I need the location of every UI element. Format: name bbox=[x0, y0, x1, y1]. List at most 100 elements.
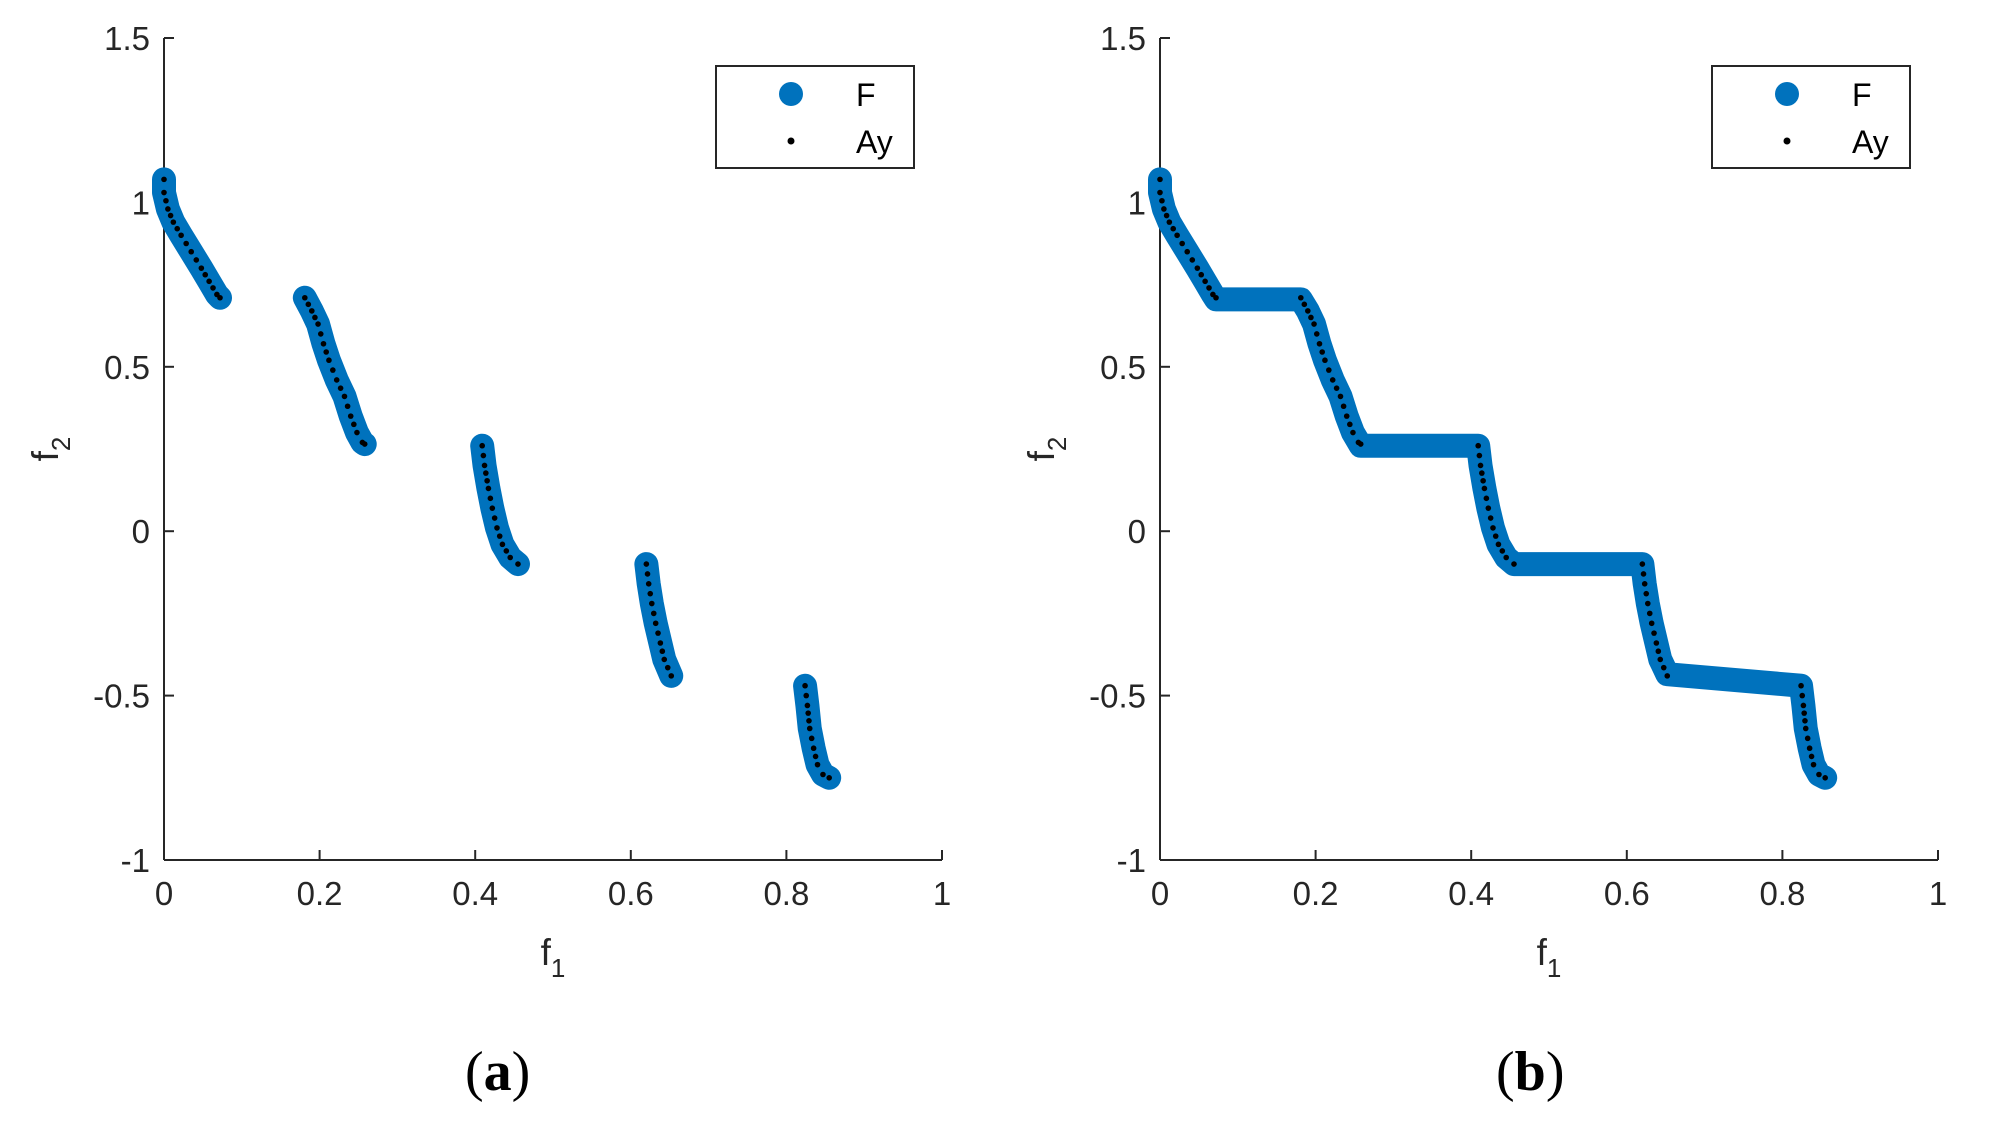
series-Ay-point bbox=[1179, 240, 1185, 247]
series-Ay-point bbox=[507, 554, 514, 561]
series-F-line bbox=[634, 552, 684, 688]
series-Ay-point bbox=[487, 495, 494, 502]
series-Ay-point bbox=[1311, 321, 1317, 327]
series-Ay-point bbox=[489, 505, 496, 511]
x-axis-label-subscript: 1 bbox=[1547, 953, 1561, 983]
x-tick-label: 0.6 bbox=[608, 875, 654, 912]
series-Ay-point bbox=[202, 271, 209, 278]
series-Ay-point bbox=[649, 600, 655, 607]
legend-label-Ay: Ay bbox=[1852, 124, 1889, 160]
series-Ay-point bbox=[1657, 656, 1664, 663]
series-Ay-point bbox=[1641, 581, 1648, 587]
series-Ay-point bbox=[661, 656, 668, 663]
y-axis-label: f2 bbox=[1021, 437, 1072, 462]
y-tick-label: -0.5 bbox=[93, 678, 150, 715]
series-Ay-point bbox=[814, 761, 821, 768]
series-Ay-point bbox=[361, 441, 368, 447]
legend-marker-F bbox=[779, 82, 803, 106]
series-Ay-point bbox=[1810, 761, 1817, 768]
series-Ay-point bbox=[1170, 225, 1177, 232]
y-axis-label: f2 bbox=[25, 437, 76, 462]
y-tick-label: 1 bbox=[1128, 184, 1146, 221]
series-Ay-point bbox=[1163, 212, 1170, 219]
series-Ay-point bbox=[1308, 314, 1314, 321]
series-Ay-point bbox=[499, 541, 506, 548]
series-Ay-point bbox=[305, 301, 312, 308]
series-Ay-point bbox=[1799, 692, 1806, 699]
series-Ay-point bbox=[1161, 206, 1167, 212]
series-Ay-point bbox=[1653, 640, 1660, 646]
series-Ay-point bbox=[1322, 357, 1328, 364]
series-Ay-point bbox=[1664, 673, 1671, 679]
x-tick-label: 0.8 bbox=[1759, 875, 1805, 912]
series-Ay-point bbox=[826, 775, 832, 781]
series-Ay-point bbox=[178, 232, 184, 239]
series-Ay-point bbox=[315, 321, 321, 327]
series-Ay-point bbox=[485, 485, 492, 492]
series-Ay-point bbox=[174, 225, 181, 232]
series-Ay-point bbox=[1487, 515, 1494, 521]
series-Ay-point bbox=[320, 340, 327, 347]
series-Ay-point bbox=[643, 561, 650, 567]
series-Ay-point bbox=[341, 393, 348, 400]
x-tick-label: 0 bbox=[1151, 875, 1169, 912]
series-Ay-point bbox=[326, 357, 332, 364]
series-Ay-point bbox=[206, 278, 212, 285]
series-Ay-point bbox=[1806, 745, 1813, 752]
y-tick-label: 0 bbox=[132, 513, 150, 550]
series-Ay-point bbox=[1648, 620, 1655, 627]
x-axis-label: f1 bbox=[541, 932, 566, 983]
x-tick-label: 0.2 bbox=[1293, 875, 1339, 912]
series-Ay-point bbox=[188, 248, 195, 255]
legend-marker-F bbox=[1775, 82, 1799, 106]
series-Ay-point bbox=[484, 477, 490, 484]
series-Ay-point bbox=[161, 189, 167, 196]
series-Ay-point bbox=[803, 692, 810, 699]
series-Ay-point bbox=[1343, 413, 1350, 419]
series-Ay-point bbox=[1189, 257, 1196, 263]
series-Ay-point bbox=[657, 640, 664, 646]
series-Ay-point bbox=[1822, 775, 1828, 781]
series-Ay-point bbox=[808, 735, 815, 742]
series-Ay-point bbox=[1646, 610, 1653, 617]
series-Ay-point bbox=[491, 515, 498, 521]
legend-marker-Ay bbox=[1783, 137, 1791, 145]
series-Ay-point bbox=[1298, 294, 1304, 301]
legend-label-F: F bbox=[1852, 77, 1872, 113]
y-tick-label: 0.5 bbox=[1100, 349, 1146, 386]
y-axis-label-subscript: 2 bbox=[1042, 437, 1072, 451]
y-axis-label-subscript: 2 bbox=[46, 437, 76, 451]
series-Ay-point bbox=[1166, 219, 1173, 225]
series-Ay-point bbox=[804, 702, 811, 709]
y-tick-label: 1.5 bbox=[1100, 20, 1146, 57]
series-Ay-point bbox=[1475, 442, 1482, 449]
series-Ay-point bbox=[650, 610, 657, 617]
series-Ay-point bbox=[1305, 308, 1311, 314]
series-Ay-point bbox=[1202, 278, 1208, 285]
series-Ay-point bbox=[351, 421, 357, 428]
x-axis-label: f1 bbox=[1537, 932, 1562, 983]
series-Ay-point bbox=[806, 718, 812, 724]
series-Ay-point bbox=[1511, 561, 1517, 567]
series-Ay-point bbox=[1206, 285, 1212, 291]
series-Ay-point bbox=[193, 257, 200, 263]
series-Ay-point bbox=[183, 240, 189, 247]
series-Ay-point bbox=[480, 452, 487, 459]
series-Ay-point bbox=[1480, 477, 1486, 484]
series-Ay-point bbox=[655, 630, 661, 636]
series-Ay-point bbox=[496, 533, 503, 539]
series-Ay-point bbox=[337, 385, 344, 391]
series-Ay-point bbox=[1808, 753, 1815, 760]
legend-box bbox=[715, 65, 915, 169]
series-Ay-point bbox=[647, 590, 654, 597]
series-F-line bbox=[152, 167, 233, 310]
series-Ay-point bbox=[802, 682, 808, 689]
chart-b-plot: 0 0.2 0.4 0.6 0.8 1 -1 -0.5 0 0.5 1 1.5 f1 f2 F Ay bbox=[1021, 20, 1947, 983]
series-Ay-point bbox=[1804, 735, 1811, 742]
series-Ay-point bbox=[217, 294, 223, 301]
series-Ay-point bbox=[1660, 664, 1667, 671]
series-Ay-point bbox=[170, 219, 177, 225]
series-Ay-point bbox=[805, 710, 811, 716]
y-tick-label: -1 bbox=[1117, 842, 1146, 879]
x-tick-label: 0.6 bbox=[1604, 875, 1650, 912]
